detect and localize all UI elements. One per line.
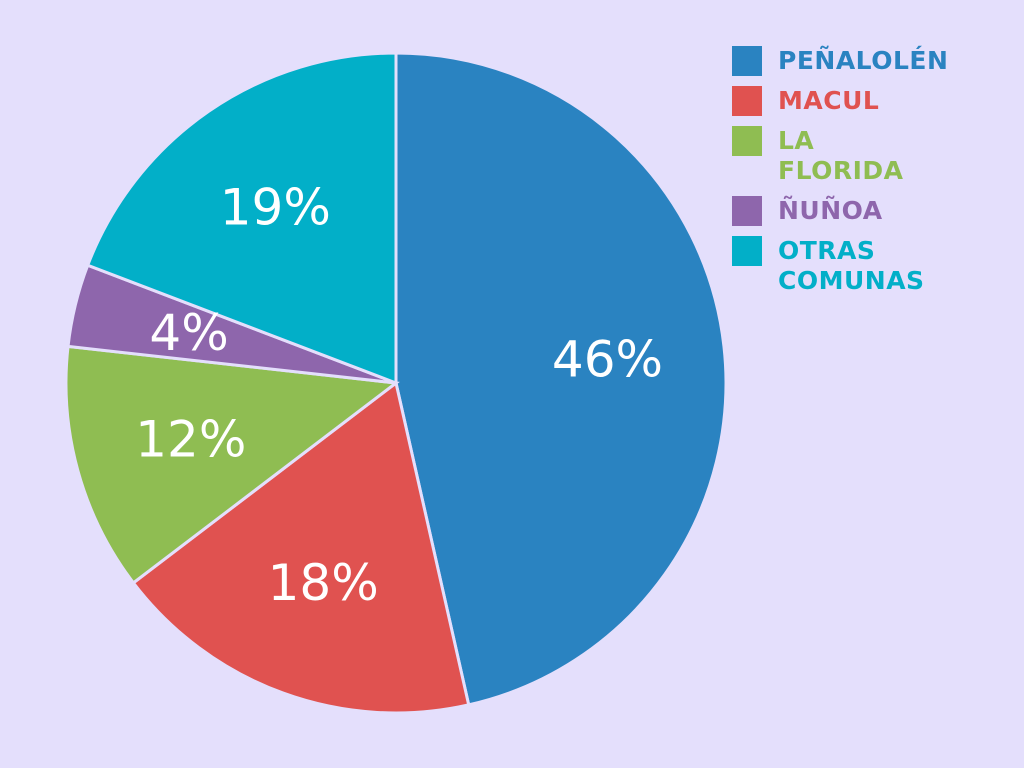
legend-item: OTRAS COMUNAS	[732, 236, 1012, 296]
legend-swatch	[732, 196, 762, 226]
legend-swatch	[732, 236, 762, 266]
pie-slice	[394, 51, 728, 707]
legend-item: MACUL	[732, 86, 1012, 116]
legend-label: ÑUÑOA	[778, 196, 883, 225]
legend-label: LA FLORIDA	[778, 126, 904, 185]
legend-item: LA FLORIDA	[732, 126, 1012, 186]
legend-label: MACUL	[778, 86, 880, 115]
slice-percent-label: 46%	[552, 330, 663, 388]
legend: PEÑALOLÉN MACUL LA FLORIDA ÑUÑOA OTRAS C…	[732, 46, 1012, 306]
slice-percent-label: 12%	[135, 411, 246, 469]
legend-swatch	[732, 126, 762, 156]
legend-item: PEÑALOLÉN	[732, 46, 1012, 76]
legend-swatch	[732, 46, 762, 76]
pie-slice	[131, 380, 471, 715]
legend-item: ÑUÑOA	[732, 196, 1012, 226]
legend-swatch	[732, 86, 762, 116]
slice-percent-label: 18%	[268, 554, 379, 612]
slice-percent-label: 19%	[220, 179, 331, 237]
pie-slice	[85, 51, 398, 386]
slice-percent-label: 4%	[149, 304, 228, 362]
pie-slice	[64, 344, 400, 585]
legend-label: OTRAS COMUNAS	[778, 236, 925, 295]
legend-label: PEÑALOLÉN	[778, 46, 949, 75]
